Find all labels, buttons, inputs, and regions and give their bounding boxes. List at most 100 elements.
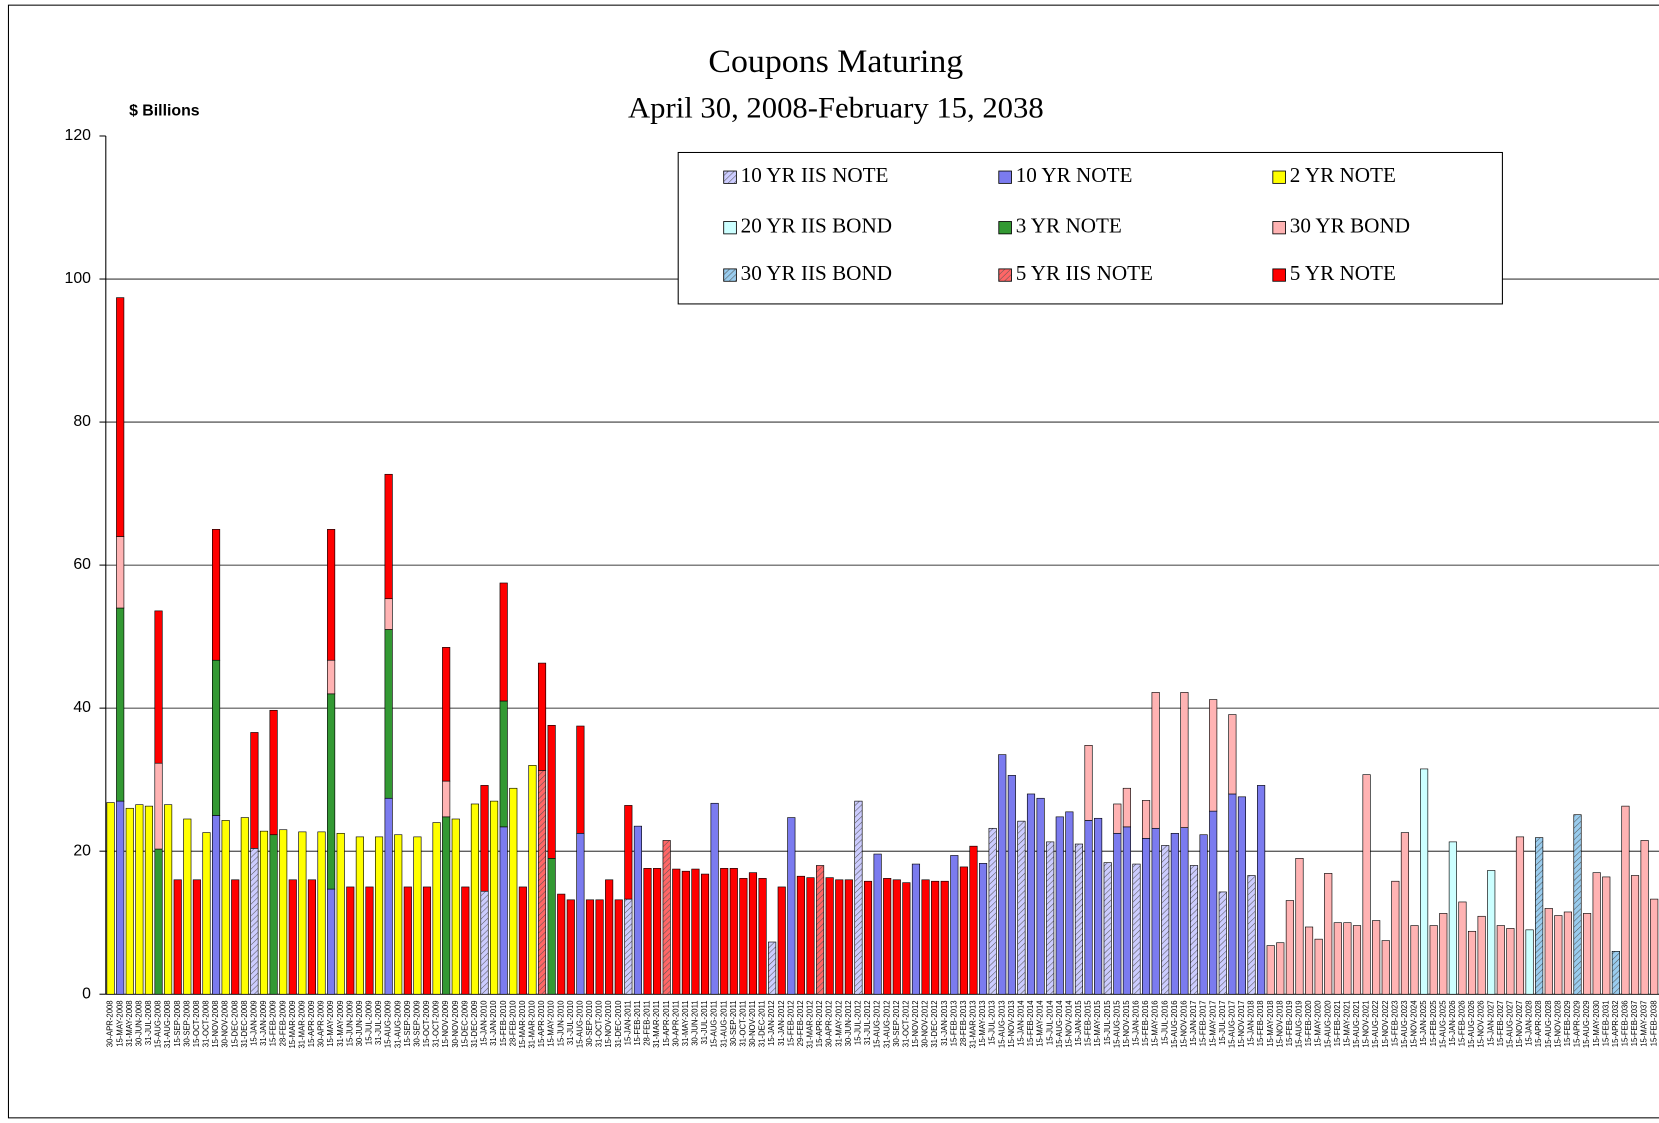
bar-segment	[1180, 692, 1189, 828]
x-tick-label: 15-MAY-2037	[1640, 1000, 1649, 1046]
x-tick-label: 15-AUG-2020	[1323, 1000, 1332, 1048]
x-tick-label: 15-AUG-2012	[873, 1000, 882, 1048]
bar-segment	[1640, 840, 1649, 995]
x-tick-label: 15-NOV-2028	[1553, 1000, 1562, 1048]
bar-segment	[1506, 928, 1515, 995]
x-tick-label: 15-APR-2010	[537, 1000, 546, 1047]
bar-segment	[835, 879, 844, 995]
bar-segment	[183, 818, 192, 995]
x-tick-label: 15-NOV-2026	[1477, 1000, 1486, 1048]
x-tick-label: 15-FEB-2015	[1084, 1000, 1093, 1047]
bar-segment	[1439, 913, 1448, 995]
bar-segment	[566, 899, 575, 995]
x-tick-label: 15-AUG-2009	[384, 1000, 393, 1048]
x-tick-label: 15-JAN-2011	[623, 1000, 632, 1045]
x-tick-label: 15-APR-2009	[307, 1000, 316, 1047]
bar-segment	[595, 899, 604, 995]
bar-segment	[547, 858, 556, 995]
bar-segment	[614, 899, 623, 995]
bar-segment	[1132, 863, 1141, 995]
x-tick-label: 31-DEC-2009	[470, 1000, 479, 1047]
x-tick-label: 15-NOV-2024	[1410, 1000, 1419, 1048]
x-tick-label: 15-AUG-2029	[1582, 1000, 1591, 1048]
x-tick-label: 28-FEB-2011	[643, 1000, 652, 1045]
legend-label: 3 YR NOTE	[1016, 214, 1122, 238]
bar-segment	[979, 863, 988, 995]
x-tick-label: 15-NOV-2013	[1007, 1000, 1016, 1048]
x-tick-label: 15-JUN-2010	[556, 1000, 565, 1047]
x-tick-label: 30-APR-2012	[825, 1000, 834, 1047]
bar-segment	[116, 536, 125, 609]
bar-segment	[787, 817, 796, 995]
x-tick-label: 15-APR-2032	[1611, 1000, 1620, 1047]
bar-segment	[1237, 796, 1246, 995]
y-tick-label: 40	[73, 699, 91, 716]
bar-segment	[1257, 785, 1266, 995]
bar-segment	[1209, 810, 1218, 995]
bar-segment	[307, 879, 316, 995]
legend-swatch	[1272, 221, 1286, 235]
bar-segment	[480, 890, 489, 995]
bar-segment	[854, 800, 863, 995]
x-tick-label: 15-FEB-2012	[786, 1000, 795, 1046]
bar-segment	[1122, 787, 1131, 828]
bar-segment	[576, 832, 585, 995]
bar-segment	[221, 820, 230, 995]
x-tick-label: 31-JUL-2008	[144, 1000, 153, 1045]
bar-segment	[739, 878, 748, 995]
legend-label: 30 YR IIS BOND	[741, 261, 892, 285]
bar-segment	[1094, 817, 1103, 995]
bar-segment	[240, 817, 249, 995]
x-tick-label: 31-JUL-2012	[863, 1000, 872, 1045]
bar-segment	[269, 709, 278, 836]
bar-segment	[317, 831, 326, 995]
bar-segment	[250, 732, 259, 849]
bar-segment	[1391, 880, 1400, 995]
x-tick-label: 15-FEB-2014	[1026, 1000, 1035, 1047]
bar-segment	[1525, 929, 1534, 995]
bar-segment	[154, 610, 163, 764]
bar-segment	[633, 825, 642, 995]
x-tick-label: 15-NOV-2010	[604, 1000, 613, 1048]
x-tick-label: 30-SEP-2011	[729, 1000, 738, 1046]
x-tick-label: 31-JAN-2010	[489, 1000, 498, 1046]
bar-segment	[1343, 922, 1352, 995]
bar-segment	[1218, 891, 1227, 995]
bar-segment	[1400, 832, 1409, 995]
x-tick-label: 15-JUL-2009	[364, 1000, 373, 1045]
x-tick-label: 31-MAR-2012	[805, 1000, 814, 1048]
bar-segment	[212, 815, 221, 995]
x-tick-label: 15-APR-2028	[1534, 1000, 1543, 1047]
x-tick-label: 15-NOV-2012	[911, 1000, 920, 1047]
x-tick-label: 15-MAY-2015	[1093, 1000, 1102, 1047]
x-tick-label: 31-AUG-2008	[163, 1000, 172, 1048]
bar-segment	[1055, 816, 1064, 995]
x-tick-label: 15-JUL-2016	[1160, 1000, 1169, 1045]
x-tick-label: 15-JAN-2028	[1525, 1000, 1534, 1046]
bar-segment	[1630, 875, 1640, 995]
bar-segment	[269, 834, 278, 995]
x-tick-label: 15-FEB-2017	[1199, 1000, 1208, 1046]
bar-segment	[931, 880, 940, 995]
bar-segment	[1017, 820, 1026, 995]
x-tick-label: 31-MAY-2011	[681, 1000, 690, 1046]
x-tick-label: 15-AUG-2026	[1467, 1000, 1476, 1048]
bar-segment	[288, 879, 297, 995]
bar-segment	[384, 473, 393, 600]
x-tick-label: 30-APR-2011	[671, 1000, 680, 1046]
bar-segment	[1515, 836, 1525, 995]
x-tick-label: 31-MAY-2012	[834, 1000, 843, 1046]
legend-label: 10 YR IIS NOTE	[741, 163, 889, 187]
x-tick-label: 31-OCT-2010	[595, 1000, 604, 1047]
x-tick-label: 15-FEB-2037	[1630, 1000, 1639, 1046]
x-tick-label: 15-AUG-2023	[1400, 1000, 1409, 1048]
x-tick-label: 15-OCT-2008	[192, 1000, 201, 1047]
bar-segment	[1602, 876, 1611, 995]
x-tick-label: 15-JUL-2013	[988, 1000, 997, 1045]
bar-segment	[106, 802, 115, 995]
x-tick-label: 31-OCT-2008	[201, 1000, 210, 1047]
x-tick-label: 31-JUL-2009	[374, 1000, 383, 1045]
chart-title: Coupons Maturing	[708, 44, 963, 81]
bar-segment	[461, 886, 470, 995]
